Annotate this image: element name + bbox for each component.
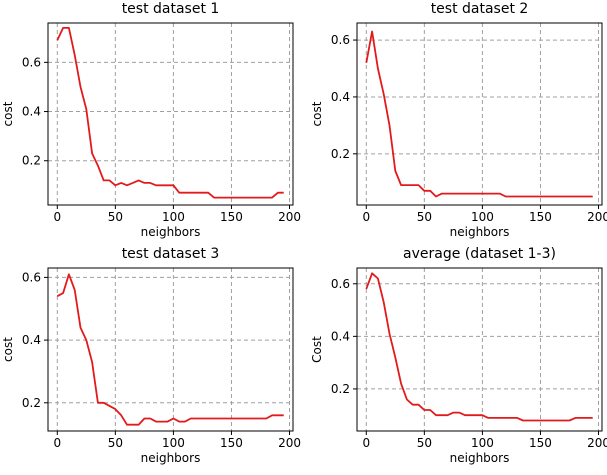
x-tick-label: 200 bbox=[587, 436, 607, 450]
chart-title: average (dataset 1-3) bbox=[403, 246, 556, 262]
y-tick-label: 0.6 bbox=[331, 33, 350, 47]
x-tick-label: 100 bbox=[471, 210, 494, 224]
y-axis-label: cost bbox=[310, 101, 324, 126]
y-axis-label: cost bbox=[1, 337, 15, 362]
series-line bbox=[56, 273, 284, 426]
x-tick-label: 0 bbox=[362, 436, 370, 450]
y-tick-label: 0.2 bbox=[22, 396, 41, 410]
x-tick-label: 100 bbox=[162, 210, 185, 224]
series-line bbox=[365, 272, 593, 422]
x-axis-label: neighbors bbox=[141, 225, 201, 239]
x-tick-label: 200 bbox=[278, 436, 301, 450]
x-tick-label: 200 bbox=[587, 210, 607, 224]
plot-frame bbox=[47, 267, 294, 432]
x-tick-label: 0 bbox=[362, 210, 370, 224]
x-tick-label: 0 bbox=[53, 210, 61, 224]
chart-panel-4: 0 50 100 150 200 0.2 0.4 0.6 average (dataset 1-… bbox=[310, 246, 607, 465]
x-tick-label: 50 bbox=[417, 436, 432, 450]
x-tick-label: 100 bbox=[471, 436, 494, 450]
x-tick-label: 200 bbox=[278, 210, 301, 224]
chart-panel-3: 0 50 100 150 200 0.2 0.4 0.6 test dataset 3 neigh… bbox=[1, 246, 301, 465]
y-tick-label: 0.6 bbox=[22, 55, 41, 69]
x-axis-label: neighbors bbox=[450, 225, 510, 239]
chart-title: test dataset 2 bbox=[431, 1, 529, 17]
x-axis-label: neighbors bbox=[141, 451, 201, 465]
x-tick-label: 150 bbox=[529, 436, 552, 450]
y-axis-label: Cost bbox=[310, 336, 324, 363]
x-tick-label: 150 bbox=[529, 210, 552, 224]
x-axis-label: neighbors bbox=[450, 451, 510, 465]
chart-panel-1: 0 50 100 150 200 0.2 0.4 0.6 test dataset 1 neigh… bbox=[1, 1, 301, 239]
y-tick-label: 0.6 bbox=[22, 270, 41, 284]
plot-frame bbox=[356, 267, 603, 432]
y-tick-label: 0.4 bbox=[22, 105, 41, 119]
y-tick-label: 0.4 bbox=[22, 333, 41, 347]
y-tick-label: 0.2 bbox=[22, 154, 41, 168]
x-tick-label: 150 bbox=[220, 436, 243, 450]
series-line bbox=[56, 26, 284, 199]
x-tick-label: 0 bbox=[53, 436, 61, 450]
x-tick-label: 100 bbox=[162, 436, 185, 450]
y-tick-label: 0.4 bbox=[331, 329, 350, 343]
chart-panel-2: 0 50 100 150 200 0.2 0.4 0.6 test dataset 2 neigh… bbox=[310, 1, 607, 239]
plot-frame bbox=[356, 22, 603, 206]
y-axis-label: cost bbox=[1, 101, 15, 126]
plot-frame bbox=[47, 22, 294, 206]
series-line bbox=[365, 30, 593, 198]
chart-title: test dataset 1 bbox=[122, 1, 220, 17]
x-tick-label: 50 bbox=[108, 436, 123, 450]
y-tick-label: 0.4 bbox=[331, 90, 350, 104]
x-tick-label: 50 bbox=[108, 210, 123, 224]
chart-title: test dataset 3 bbox=[122, 246, 220, 262]
y-tick-label: 0.2 bbox=[331, 382, 350, 396]
y-tick-label: 0.6 bbox=[331, 277, 350, 291]
y-tick-label: 0.2 bbox=[331, 147, 350, 161]
x-tick-label: 50 bbox=[417, 210, 432, 224]
x-tick-label: 150 bbox=[220, 210, 243, 224]
